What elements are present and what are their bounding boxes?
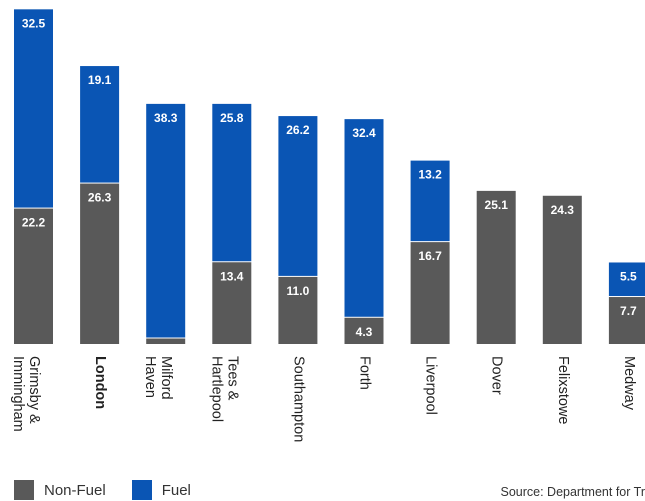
data-label-non-fuel-felixstowe: 24.3 xyxy=(551,203,575,217)
data-label-fuel-southampton: 26.2 xyxy=(286,123,310,137)
bar-fuel-southampton xyxy=(278,116,318,276)
legend-swatch-fuel xyxy=(131,480,152,500)
bar-fuel-liverpool xyxy=(410,160,450,242)
x-tick-label-liverpool: Liverpool xyxy=(423,356,439,415)
bar-non-fuel-milford-haven xyxy=(146,338,186,344)
data-label-non-fuel-grimsby-and-immingham: 22.2 xyxy=(22,216,46,230)
data-label-non-fuel-london: 26.3 xyxy=(88,191,112,205)
data-label-fuel-liverpool: 13.2 xyxy=(418,168,442,182)
bar-non-fuel-dover xyxy=(476,190,516,344)
legend-item-non-fuel: Non-Fuel xyxy=(14,480,106,500)
data-label-fuel-grimsby-and-immingham: 32.5 xyxy=(22,16,46,30)
bar-non-fuel-liverpool xyxy=(410,242,450,344)
data-label-fuel-milford-haven: 38.3 xyxy=(154,111,178,125)
legend-item-fuel: Fuel xyxy=(131,480,191,500)
x-tick-label-milford-haven: MilfordHaven xyxy=(142,356,174,400)
x-tick-label-forth: Forth xyxy=(357,356,373,390)
bar-fuel-grimsby-and-immingham xyxy=(14,9,53,208)
x-tick-label-london: London xyxy=(92,356,108,409)
legend-label-fuel: Fuel xyxy=(161,481,191,499)
bar-fuel-medway xyxy=(608,262,645,297)
x-tick-label-grimsby-and-immingham: Grimsby &Immingham xyxy=(10,356,42,432)
bar-non-fuel-london xyxy=(80,183,120,344)
x-tick-label-felixstowe: Felixstowe xyxy=(555,356,571,425)
data-label-fuel-forth: 32.4 xyxy=(352,126,376,140)
bar-non-fuel-forth xyxy=(344,317,384,344)
x-tick-label-medway: Medway xyxy=(621,356,637,411)
legend-swatch-non-fuel xyxy=(14,480,34,500)
legend-label-non-fuel: Non-Fuel xyxy=(44,481,106,499)
data-label-non-fuel-dover: 25.1 xyxy=(485,198,509,212)
data-label-non-fuel-milford-haven: 0.9 xyxy=(157,346,174,360)
x-tick-label-tees-and-hartlepool: Tees &Hartlepool xyxy=(208,356,240,422)
bar-non-fuel-grimsby-and-immingham xyxy=(14,208,53,344)
bar-fuel-milford-haven xyxy=(146,103,186,338)
data-label-non-fuel-medway: 7.7 xyxy=(620,304,637,318)
bar-non-fuel-felixstowe xyxy=(542,195,582,344)
bar-fuel-london xyxy=(80,66,120,183)
data-label-fuel-london: 19.1 xyxy=(88,73,112,87)
x-tick-label-southampton: Southampton xyxy=(290,356,306,442)
data-label-non-fuel-southampton: 11.0 xyxy=(287,284,310,298)
x-tick-label-dover: Dover xyxy=(489,356,505,395)
bar-non-fuel-southampton xyxy=(278,276,318,344)
data-label-non-fuel-forth: 4.3 xyxy=(356,325,373,339)
data-label-non-fuel-tees-and-hartlepool: 13.4 xyxy=(220,269,244,283)
source-note: Source: Department for Tr xyxy=(500,485,645,499)
stacked-bar-chart: 22.2 32.5 Grimsby &Immingham 26.3 19.1 London… xyxy=(10,9,645,442)
data-label-fuel-medway: 5.5 xyxy=(620,269,637,283)
data-label-non-fuel-liverpool: 16.7 xyxy=(418,249,442,263)
legend: Non-Fuel Fuel xyxy=(14,480,217,500)
bar-non-fuel-tees-and-hartlepool xyxy=(212,262,252,344)
bar-fuel-tees-and-hartlepool xyxy=(212,103,252,262)
bar-fuel-forth xyxy=(344,119,384,317)
data-label-fuel-tees-and-hartlepool: 25.8 xyxy=(220,111,244,125)
bar-non-fuel-medway xyxy=(608,297,645,344)
